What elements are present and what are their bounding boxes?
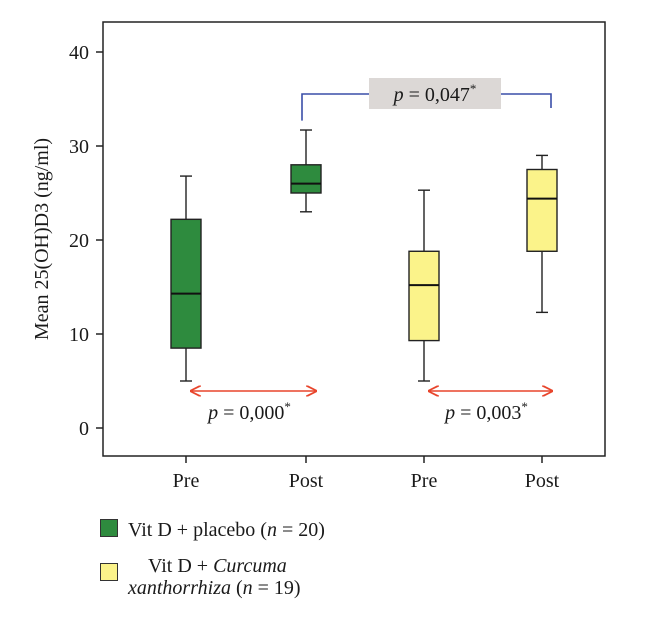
p-value-label: p = 0,047* <box>392 81 477 106</box>
y-tick-label: 10 <box>69 324 89 346</box>
box-iqr <box>527 170 557 252</box>
boxplot-chart: 0 10 20 30 40 Mean 25(OH)D3 (ng/ml) Pre Post Pre… <box>0 0 660 500</box>
y-tick-label: 20 <box>69 230 89 252</box>
x-tick-label: Post <box>289 470 324 492</box>
y-tick-label: 0 <box>79 418 89 440</box>
y-tick-label: 30 <box>69 136 89 158</box>
box-iqr <box>409 251 439 340</box>
legend-label-placebo: Vit D + placebo (n = 20) <box>128 519 325 541</box>
legend-swatch-curcuma <box>100 563 118 581</box>
p-value-label: p = 0,000* <box>206 399 291 424</box>
box-iqr <box>291 165 321 193</box>
legend-label-curcuma: Vit D + Curcuma xanthorrhiza (n = 19) <box>128 555 301 599</box>
y-axis-label: Mean 25(OH)D3 (ng/ml) <box>31 138 53 340</box>
annotation-0: p = 0,000* <box>191 391 316 424</box>
box-pre-group1 <box>409 190 439 381</box>
box-iqr <box>171 219 201 348</box>
p-value-label: p = 0,003* <box>443 399 528 424</box>
box-post-group0 <box>291 130 321 212</box>
annotation-1: p = 0,003* <box>429 391 552 424</box>
box-post-group1 <box>527 155 557 312</box>
box-pre-group0 <box>171 176 201 381</box>
y-tick-label: 40 <box>69 42 89 64</box>
legend-item-placebo: Vit D + placebo (n = 20) <box>100 519 325 541</box>
legend-swatch-placebo <box>100 519 118 537</box>
annotation-2: p = 0,047* <box>302 78 551 121</box>
x-tick-label: Pre <box>411 470 438 492</box>
x-tick-label: Post <box>525 470 560 492</box>
x-tick-label: Pre <box>173 470 200 492</box>
legend-item-curcuma: Vit D + Curcuma xanthorrhiza (n = 19) <box>100 555 301 599</box>
